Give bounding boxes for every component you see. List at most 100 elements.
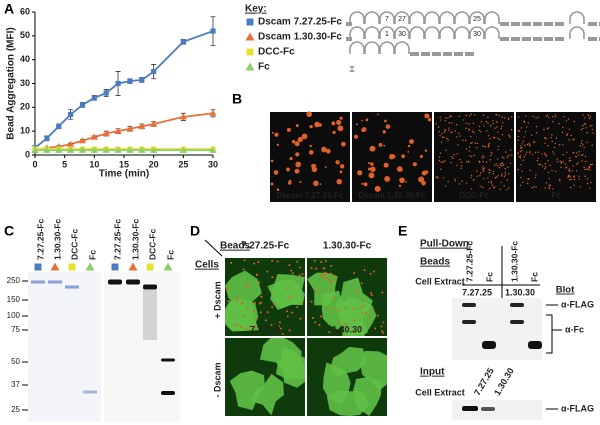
bead bbox=[535, 125, 538, 128]
exon-label: 25 bbox=[473, 16, 481, 23]
bead bbox=[255, 317, 258, 320]
bead bbox=[584, 155, 587, 158]
bead bbox=[487, 134, 490, 137]
bead bbox=[530, 134, 533, 136]
bead bbox=[500, 162, 503, 165]
bead bbox=[279, 321, 282, 324]
divider bbox=[204, 239, 223, 257]
legend-label: Dscam 7.27.25-Fc bbox=[258, 17, 342, 28]
bead bbox=[439, 135, 441, 137]
bead bbox=[279, 327, 282, 330]
y-tick-label: 10 bbox=[20, 126, 30, 136]
marker bbox=[90, 133, 98, 140]
blot-label: Blot bbox=[556, 285, 575, 296]
bead bbox=[480, 172, 482, 174]
bead bbox=[533, 140, 536, 143]
legend-label: DCC-Fc bbox=[258, 47, 295, 58]
bead bbox=[247, 285, 250, 288]
cell bbox=[250, 373, 284, 416]
fn-domain bbox=[555, 37, 564, 41]
x-tick-label: 15 bbox=[119, 159, 129, 169]
bead bbox=[558, 178, 561, 181]
marker bbox=[180, 39, 186, 45]
cell bbox=[225, 270, 262, 317]
marker bbox=[114, 146, 122, 153]
band bbox=[65, 285, 79, 289]
marker bbox=[67, 146, 75, 153]
bead bbox=[344, 306, 347, 309]
bead bbox=[409, 139, 414, 144]
bead bbox=[587, 114, 590, 117]
bead bbox=[583, 146, 585, 149]
bead bbox=[253, 301, 256, 304]
bead bbox=[421, 180, 426, 186]
fn-domain bbox=[588, 22, 597, 26]
x-tick-label: 30 bbox=[208, 159, 218, 169]
fn-domain bbox=[588, 37, 597, 41]
bead bbox=[500, 125, 503, 128]
bead bbox=[566, 134, 568, 137]
bead bbox=[544, 142, 546, 144]
fc-domain bbox=[349, 66, 355, 72]
marker bbox=[146, 263, 154, 271]
bead bbox=[454, 178, 456, 180]
bead bbox=[519, 184, 522, 187]
bead bbox=[537, 157, 539, 159]
blot-antibody: α-Fc bbox=[565, 324, 584, 334]
fn-domain bbox=[421, 52, 430, 56]
bead bbox=[339, 116, 343, 120]
bead bbox=[441, 136, 444, 138]
bead bbox=[276, 260, 279, 263]
bead bbox=[370, 162, 374, 166]
bead bbox=[323, 274, 326, 277]
ig-loop bbox=[439, 26, 455, 39]
lane-label: Fc bbox=[165, 250, 175, 260]
ig-loop bbox=[364, 26, 380, 39]
band bbox=[528, 341, 542, 349]
bead bbox=[523, 156, 525, 158]
bead bbox=[344, 322, 347, 325]
bead bbox=[582, 124, 584, 127]
bead bbox=[456, 153, 458, 155]
bead bbox=[271, 306, 274, 309]
marker bbox=[34, 263, 42, 271]
beads-label: Beads bbox=[420, 257, 450, 268]
bead-lane: 7.27.25-Fc bbox=[464, 241, 474, 282]
gel bbox=[28, 272, 101, 422]
bead bbox=[551, 134, 553, 136]
marker bbox=[102, 146, 110, 153]
bead bbox=[468, 160, 470, 163]
bead bbox=[573, 152, 575, 154]
bead bbox=[264, 319, 267, 322]
bead bbox=[369, 145, 376, 152]
bead bbox=[519, 157, 521, 159]
bead bbox=[482, 169, 485, 171]
bead bbox=[227, 300, 230, 303]
cell bbox=[229, 370, 265, 411]
bead bbox=[509, 162, 512, 164]
bead bbox=[469, 146, 471, 148]
bead bbox=[337, 309, 340, 312]
bead bbox=[236, 295, 239, 298]
bead bbox=[311, 166, 318, 173]
bead bbox=[361, 300, 364, 303]
cell-extract-label: Cell Extract bbox=[415, 387, 465, 397]
bead bbox=[519, 155, 522, 157]
bead bbox=[518, 130, 521, 132]
bead bbox=[333, 307, 336, 310]
bead bbox=[581, 160, 583, 162]
fn-domain bbox=[410, 52, 419, 56]
bead bbox=[440, 161, 442, 163]
bead bbox=[549, 186, 551, 188]
ig-loop bbox=[569, 26, 585, 39]
bead bbox=[355, 123, 358, 126]
bead bbox=[506, 156, 509, 158]
bead bbox=[582, 127, 584, 130]
bead bbox=[495, 163, 497, 165]
marker bbox=[91, 95, 97, 101]
image-label: DCC-Fc bbox=[459, 191, 489, 200]
bead bbox=[501, 133, 504, 136]
bead bbox=[472, 179, 475, 181]
beads-label: Beads bbox=[220, 241, 250, 252]
panel-letter: D bbox=[190, 223, 200, 239]
